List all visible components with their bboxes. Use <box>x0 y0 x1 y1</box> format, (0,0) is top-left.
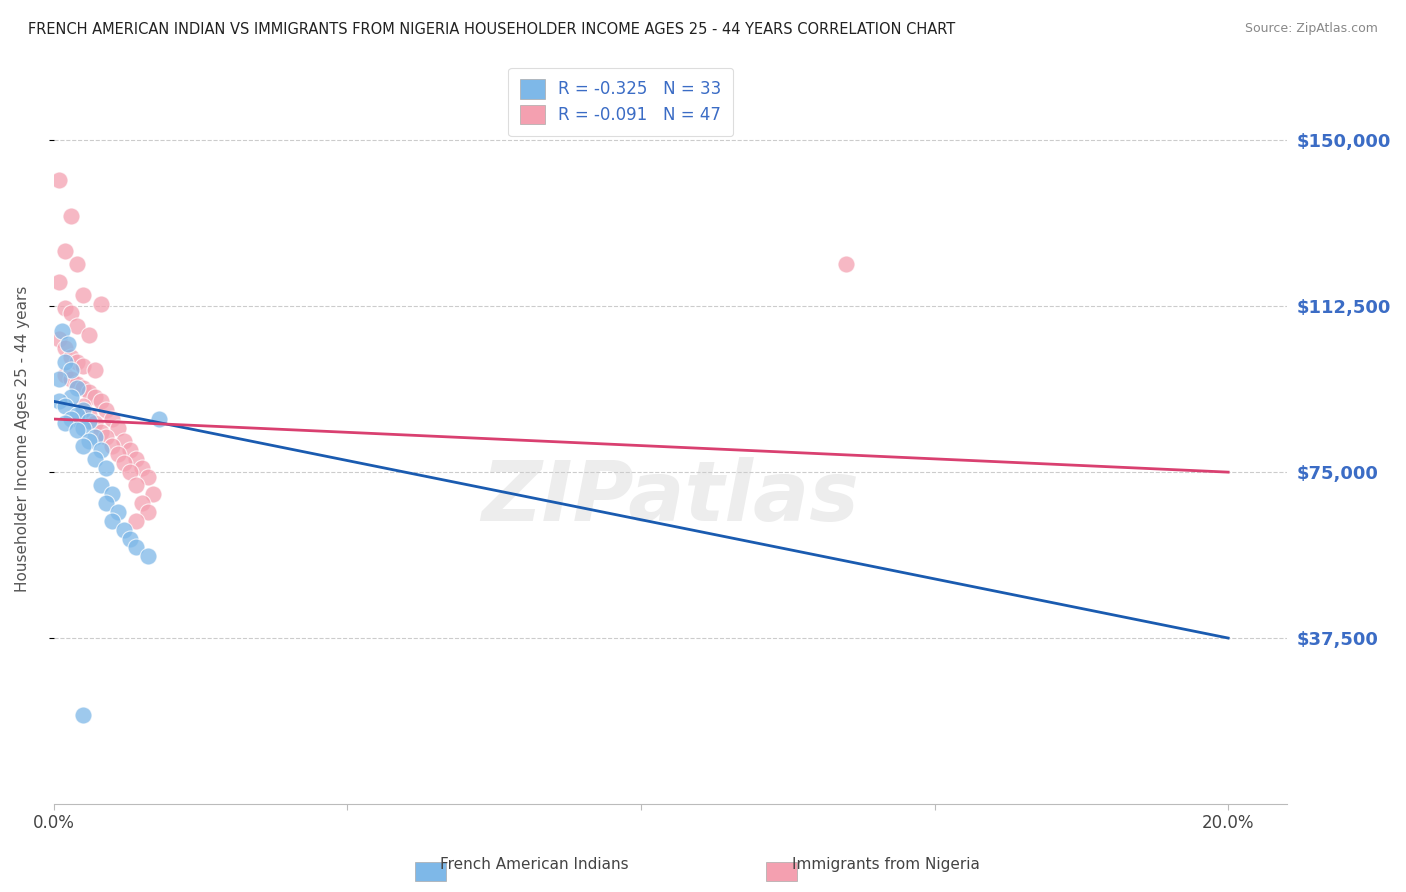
Point <box>142 487 165 501</box>
Point <box>118 532 141 546</box>
Point <box>96 403 118 417</box>
Point <box>60 350 83 364</box>
Point <box>66 376 89 391</box>
Point <box>90 394 112 409</box>
Point <box>48 372 70 386</box>
Text: French American Indians: French American Indians <box>440 857 628 872</box>
Point <box>72 708 94 723</box>
Point <box>125 541 148 555</box>
Point <box>48 394 70 409</box>
Point <box>83 363 105 377</box>
Point <box>101 487 124 501</box>
Point <box>53 301 76 316</box>
Point <box>118 443 141 458</box>
Point <box>53 341 76 355</box>
Point <box>60 390 83 404</box>
Text: ZIPatlas: ZIPatlas <box>481 457 859 538</box>
Point <box>90 425 112 440</box>
Point <box>48 275 70 289</box>
Point <box>72 288 94 302</box>
Text: Immigrants from Nigeria: Immigrants from Nigeria <box>792 857 980 872</box>
Point <box>53 368 76 382</box>
Point <box>96 496 118 510</box>
Point <box>136 469 159 483</box>
Point <box>77 385 100 400</box>
Point <box>53 417 76 431</box>
Point <box>107 421 129 435</box>
Point <box>136 549 159 564</box>
Point <box>835 257 858 271</box>
Point <box>66 423 89 437</box>
Point <box>60 412 83 426</box>
Point <box>72 359 94 373</box>
Point <box>66 408 89 422</box>
Point <box>66 381 89 395</box>
Point <box>112 523 135 537</box>
Point <box>60 209 83 223</box>
Point <box>90 443 112 458</box>
Point <box>118 465 141 479</box>
Point <box>90 297 112 311</box>
Point <box>101 514 124 528</box>
Point <box>112 456 135 470</box>
Point <box>60 363 83 377</box>
Point <box>66 257 89 271</box>
Point <box>53 244 76 258</box>
Point <box>66 319 89 334</box>
Point <box>72 421 94 435</box>
Point <box>131 460 153 475</box>
Point <box>83 451 105 466</box>
Point <box>101 439 124 453</box>
Point <box>107 505 129 519</box>
Point <box>136 505 159 519</box>
Point <box>77 414 100 428</box>
Point <box>77 328 100 343</box>
Point <box>131 496 153 510</box>
Point <box>48 173 70 187</box>
Point <box>53 354 76 368</box>
Point <box>90 478 112 492</box>
Point <box>58 336 80 351</box>
Point <box>48 332 70 346</box>
Point <box>77 408 100 422</box>
Point <box>83 417 105 431</box>
Point <box>72 381 94 395</box>
Text: FRENCH AMERICAN INDIAN VS IMMIGRANTS FROM NIGERIA HOUSEHOLDER INCOME AGES 25 - 4: FRENCH AMERICAN INDIAN VS IMMIGRANTS FRO… <box>28 22 955 37</box>
Point <box>96 430 118 444</box>
Point <box>66 354 89 368</box>
Text: Source: ZipAtlas.com: Source: ZipAtlas.com <box>1244 22 1378 36</box>
Point <box>125 451 148 466</box>
Y-axis label: Householder Income Ages 25 - 44 years: Householder Income Ages 25 - 44 years <box>15 285 30 592</box>
Point <box>53 399 76 413</box>
Point <box>148 412 170 426</box>
Point <box>60 306 83 320</box>
Point <box>101 412 124 426</box>
Point <box>72 399 94 413</box>
Point <box>96 460 118 475</box>
Point <box>72 439 94 453</box>
Point <box>83 430 105 444</box>
Point <box>125 514 148 528</box>
Point <box>125 478 148 492</box>
Point <box>60 372 83 386</box>
Point <box>51 324 73 338</box>
Legend: R = -0.325   N = 33, R = -0.091   N = 47: R = -0.325 N = 33, R = -0.091 N = 47 <box>509 68 734 136</box>
Point <box>72 403 94 417</box>
Point <box>77 434 100 449</box>
Point <box>107 447 129 461</box>
Point <box>83 390 105 404</box>
Point <box>112 434 135 449</box>
